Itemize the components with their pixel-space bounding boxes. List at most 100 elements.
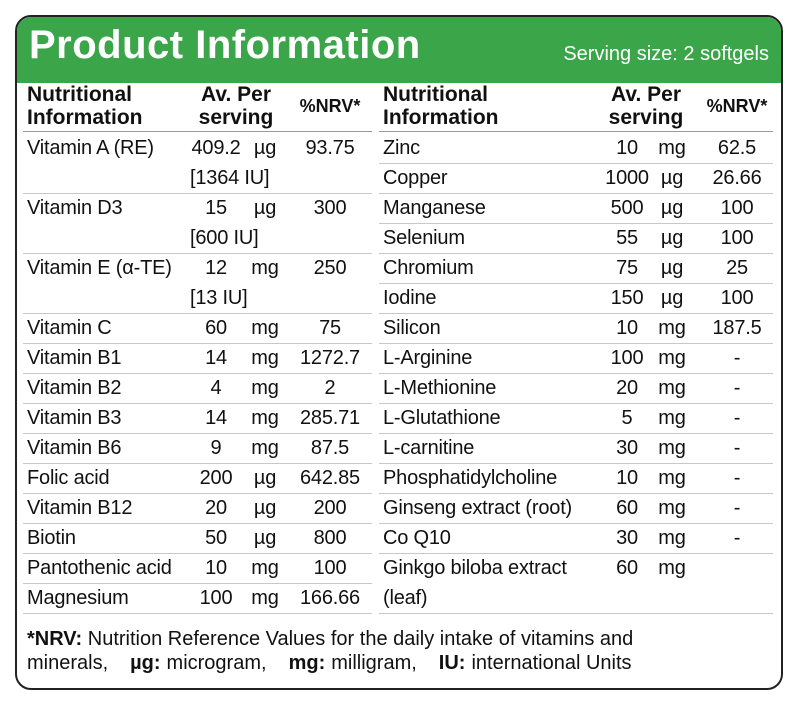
- amount: 10: [616, 467, 638, 489]
- amount: 30: [616, 527, 638, 549]
- amount: 200: [199, 467, 233, 489]
- amount: 55: [616, 227, 638, 249]
- amount: 50: [205, 527, 227, 549]
- amount: 4: [210, 377, 222, 399]
- row-rule: [23, 463, 372, 464]
- footnote-text: international Units: [471, 652, 632, 674]
- nutrient-name: Selenium: [383, 227, 465, 249]
- unit: mg: [658, 527, 686, 549]
- iu-equivalent: [13 IU]: [190, 287, 248, 309]
- unit: µg: [660, 197, 684, 219]
- nrv: -: [733, 527, 741, 549]
- nutrient-name: Vitamin B1: [27, 347, 122, 369]
- unit: mg: [251, 557, 279, 579]
- nrv: 642.85: [300, 467, 360, 489]
- nutrient-name: Copper: [383, 167, 448, 189]
- footnote-term: *NRV:: [27, 628, 83, 650]
- nutrient-name: L-Arginine: [383, 347, 473, 369]
- row-rule: [23, 493, 372, 494]
- nrv: 166.66: [300, 587, 360, 609]
- header-amount: Av. Per: [610, 83, 682, 106]
- nrv: 300: [313, 197, 347, 219]
- row-rule: [23, 313, 372, 314]
- nutrient-name: Vitamin A (RE): [27, 137, 154, 159]
- amount: 10: [616, 317, 638, 339]
- unit: mg: [658, 497, 686, 519]
- nrv: -: [733, 437, 741, 459]
- footnote-text: Nutrition Reference Values for the daily…: [82, 628, 634, 650]
- amount: 15: [205, 197, 227, 219]
- row-rule: [379, 403, 773, 404]
- nrv: 1272.7: [300, 347, 360, 369]
- unit: µg: [253, 197, 277, 219]
- amount: 12: [205, 257, 227, 279]
- footnote-term: mg:: [288, 652, 326, 674]
- unit: mg: [658, 317, 686, 339]
- header-name: Nutritional: [383, 83, 488, 106]
- row-rule: [23, 553, 372, 554]
- nutrient-name: Vitamin C: [27, 317, 112, 339]
- header-name: Information: [383, 106, 499, 129]
- row-rule: [23, 433, 372, 434]
- nrv: 62.5: [717, 137, 757, 159]
- unit: mg: [251, 257, 279, 279]
- amount: 100: [199, 587, 233, 609]
- unit: µg: [253, 527, 277, 549]
- nutrient-name: Silicon: [383, 317, 441, 339]
- nutrient-name: Vitamin B3: [27, 407, 122, 429]
- footnote-line: *NRV: Nutrition Reference Values for the…: [27, 627, 767, 651]
- row-rule: [23, 523, 372, 524]
- unit: µg: [253, 497, 277, 519]
- nrv: 800: [313, 527, 347, 549]
- nutrient-name: Pantothenic acid: [27, 557, 172, 579]
- unit: µg: [660, 287, 684, 309]
- nutrient-name: Vitamin B12: [27, 497, 133, 519]
- footnote-text: microgram,: [166, 652, 267, 674]
- amount: 5: [621, 407, 633, 429]
- footnote-text: milligram,: [331, 652, 417, 674]
- nutrient-name: Phosphatidylcholine: [383, 467, 558, 489]
- amount: 20: [616, 377, 638, 399]
- header-rule: [379, 131, 773, 132]
- unit: mg: [251, 587, 279, 609]
- unit: mg: [251, 347, 279, 369]
- nrv: 2: [324, 377, 336, 399]
- amount: 60: [616, 557, 638, 579]
- row-rule: [23, 583, 372, 584]
- nutrient-name: Manganese: [383, 197, 486, 219]
- header-nrv: %NRV*: [299, 96, 361, 116]
- row-rule: [379, 433, 773, 434]
- footnote-term: µg:: [130, 652, 161, 674]
- row-rule: [23, 373, 372, 374]
- nutrient-name: L-Glutathione: [383, 407, 501, 429]
- nutrient-name: Iodine: [383, 287, 437, 309]
- nutrient-name-cont: (leaf): [383, 587, 428, 609]
- unit: mg: [251, 407, 279, 429]
- nrv: -: [733, 347, 741, 369]
- nrv: 100: [720, 287, 754, 309]
- nrv: 87.5: [310, 437, 350, 459]
- nutrient-name: Chromium: [383, 257, 474, 279]
- row-rule: [23, 613, 372, 614]
- nutrient-name: Vitamin B2: [27, 377, 122, 399]
- nutrient-name: Vitamin B6: [27, 437, 122, 459]
- unit: mg: [658, 137, 686, 159]
- amount: 409.2: [191, 137, 241, 159]
- row-rule: [23, 193, 372, 194]
- row-rule: [379, 343, 773, 344]
- row-rule: [379, 313, 773, 314]
- row-rule: [379, 283, 773, 284]
- header-amount: Av. Per: [200, 83, 272, 106]
- row-rule: [379, 553, 773, 554]
- amount: 9: [210, 437, 222, 459]
- nutrient-name: Ginkgo biloba extract: [383, 557, 567, 579]
- title: Product Information: [29, 23, 421, 67]
- amount: 10: [616, 137, 638, 159]
- nrv: -: [733, 407, 741, 429]
- amount: 75: [616, 257, 638, 279]
- row-rule: [379, 373, 773, 374]
- header-nrv: %NRV*: [706, 96, 768, 116]
- amount: 14: [205, 407, 227, 429]
- unit: µg: [660, 167, 684, 189]
